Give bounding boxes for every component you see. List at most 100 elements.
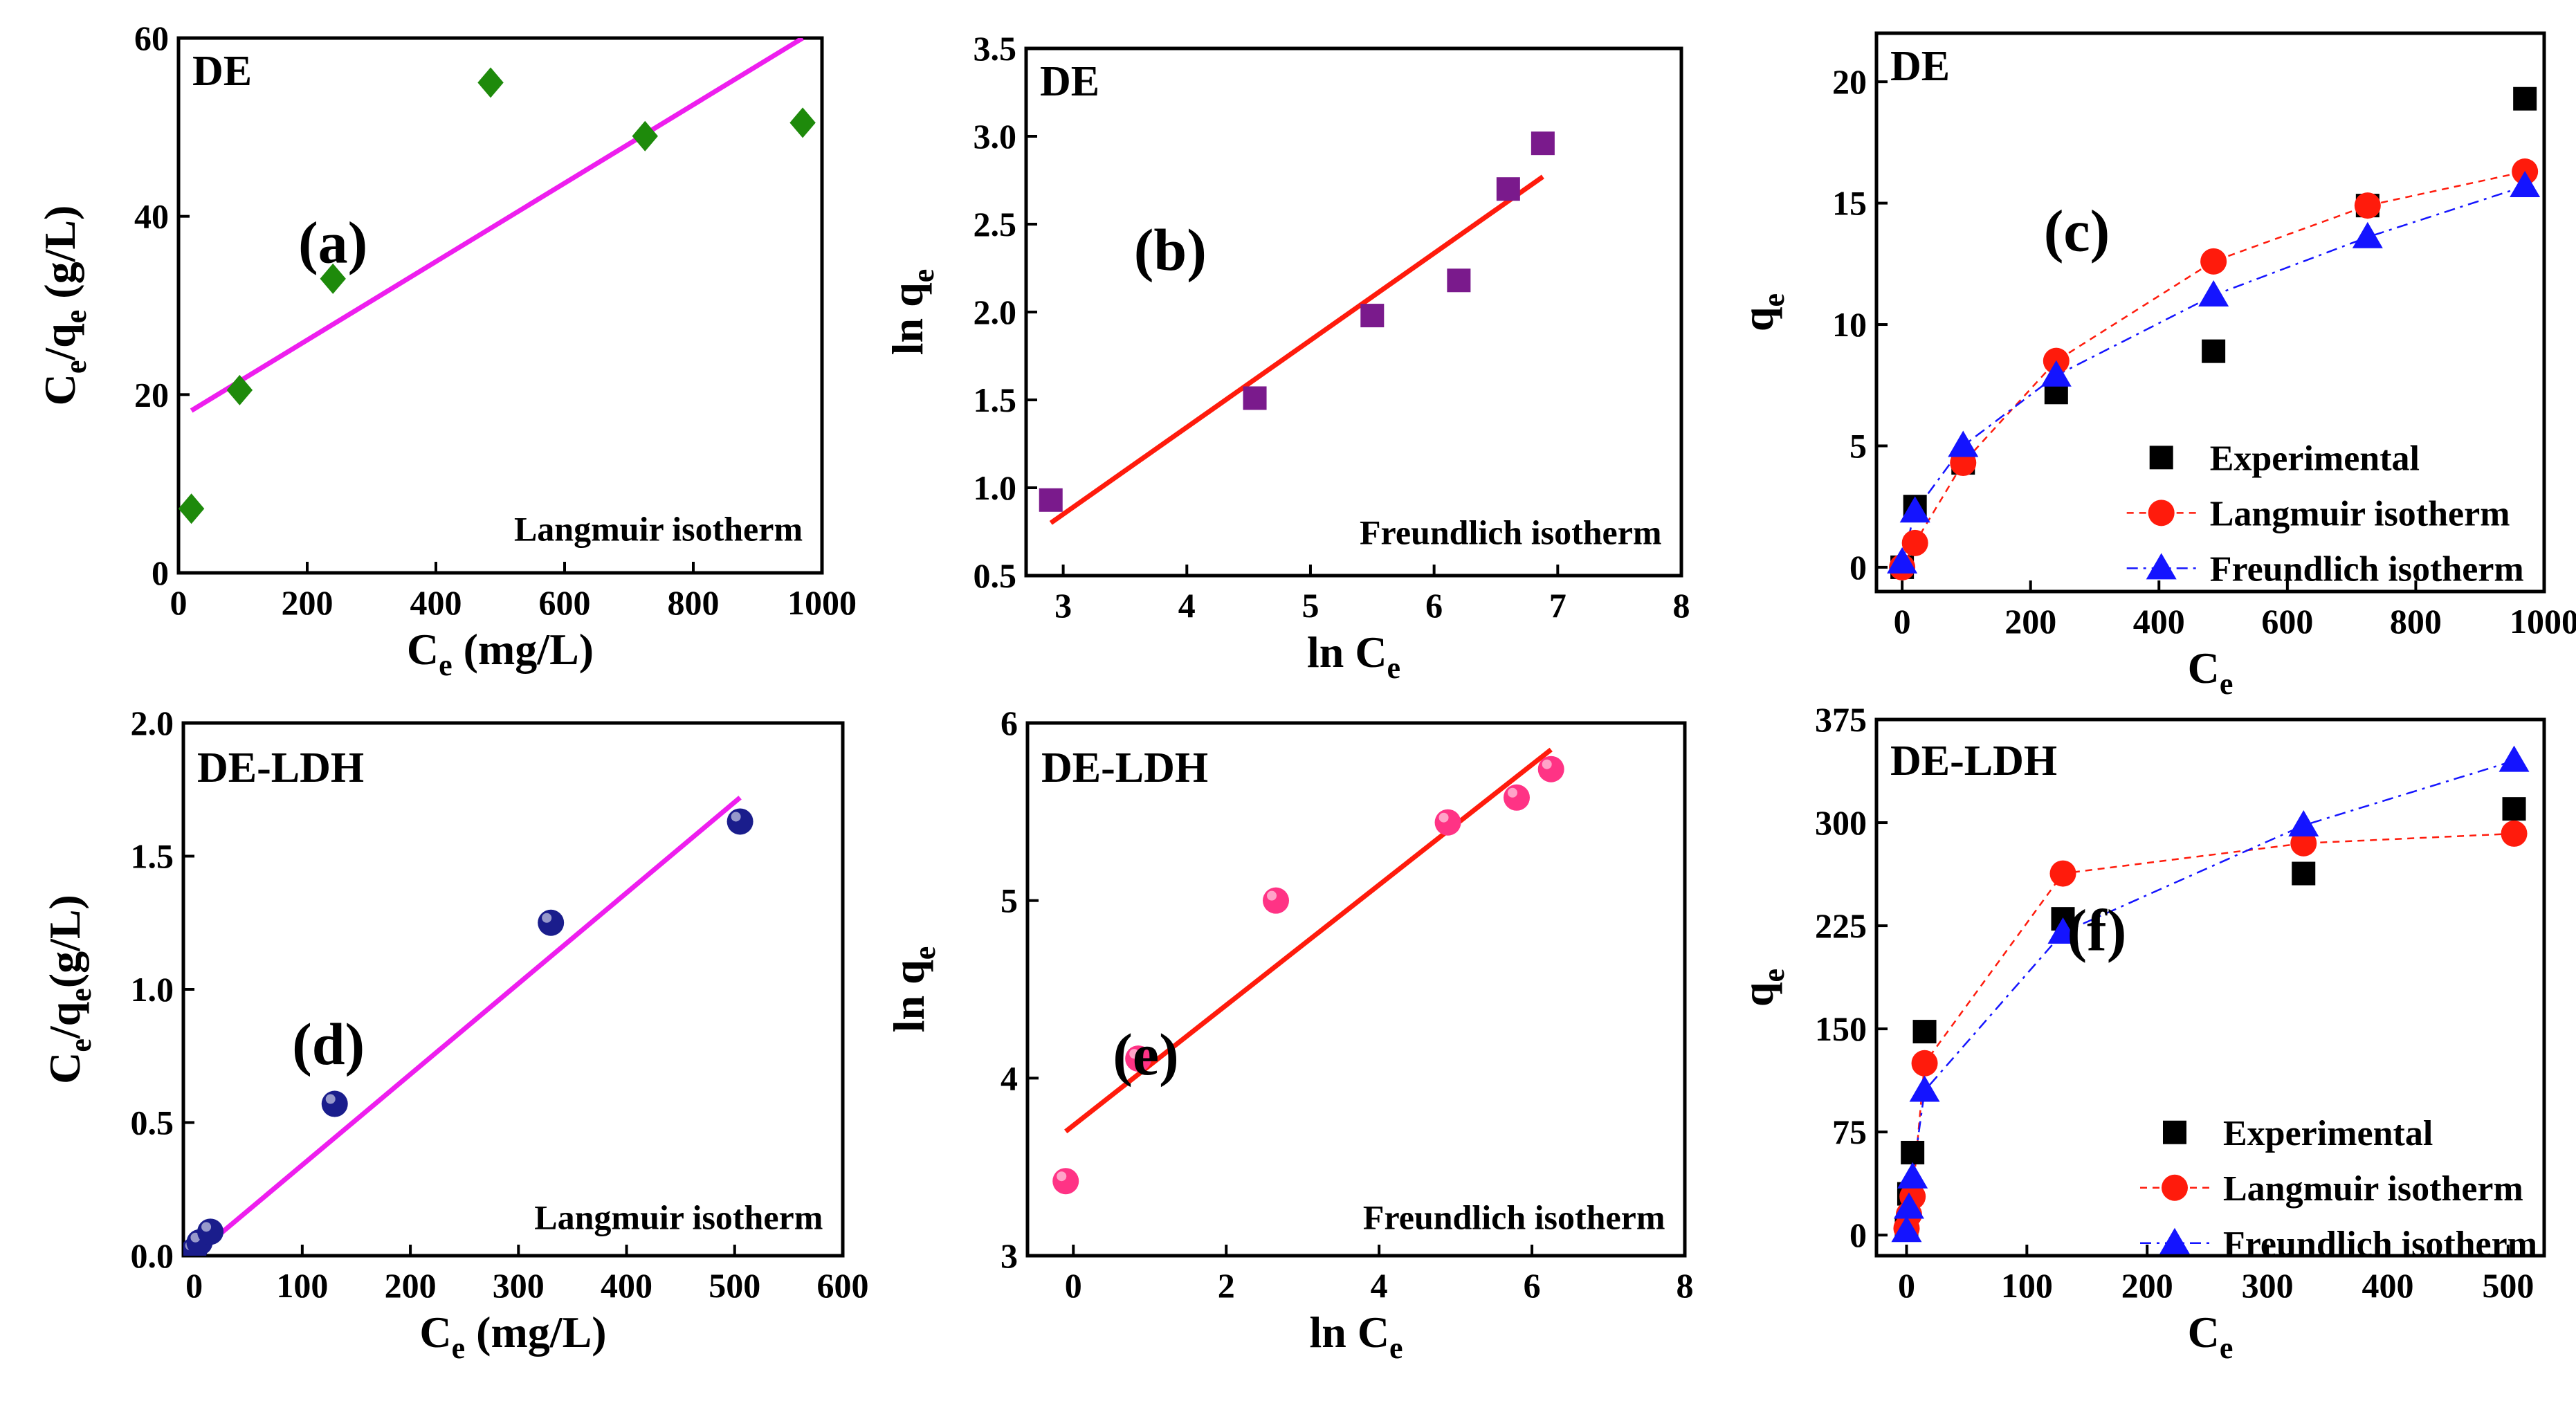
x-tick-label: 0 (1894, 602, 1911, 641)
series-point (1897, 1162, 1928, 1189)
data-point-highlight (1542, 759, 1552, 769)
y-tick-label: 4 (1001, 1059, 1018, 1097)
data-point (321, 1090, 348, 1117)
x-tick-label: 6 (1425, 586, 1443, 625)
x-tick-label: 500 (709, 1266, 760, 1305)
panel-letter: (a) (298, 210, 367, 276)
data-point (632, 120, 658, 152)
data-point-highlight (1129, 1049, 1140, 1059)
x-tick-label: 4 (1178, 586, 1196, 625)
isotherm-note: Langmuir isotherm (514, 510, 803, 549)
x-tick-label: 800 (2390, 602, 2442, 641)
x-tick-label: 0 (1898, 1266, 1915, 1305)
isotherm-note: Langmuir isotherm (534, 1198, 823, 1237)
plot-frame (1874, 31, 2546, 594)
x-tick-label: 400 (2133, 602, 2185, 641)
series-point (2202, 339, 2226, 363)
panel-tag: DE-LDH (1890, 738, 2057, 785)
panel-c: 0 200 400 600 800 1000 0 5 10 15 20 Ce qe Experimenta… (1733, 31, 2576, 701)
x-tick-label: 100 (276, 1266, 328, 1305)
fit-line (190, 38, 804, 413)
series-point (2290, 830, 2317, 857)
x-tick-label: 5 (1301, 586, 1319, 625)
series-point (2352, 221, 2383, 248)
data-layer (1887, 86, 2541, 580)
y-tick-label: 6 (1001, 704, 1018, 742)
data-point (1537, 756, 1564, 782)
x-axis-label: Ce (mg/L) (407, 625, 594, 682)
panel-tag: DE (1040, 58, 1099, 105)
legend-marker (2163, 1120, 2186, 1144)
x-tick-label: 600 (539, 583, 591, 622)
y-tick-label: 300 (1815, 803, 1867, 842)
x-axis-label: Ce (2188, 1308, 2234, 1365)
legend-label: Langmuir isotherm (2223, 1169, 2523, 1209)
x-tick-label: 600 (817, 1266, 869, 1305)
y-tick-label: 75 (1832, 1112, 1867, 1151)
data-point-highlight (1267, 890, 1277, 901)
y-tick-label: 40 (134, 197, 169, 236)
legend-marker (2162, 1174, 2188, 1201)
data-point-highlight (201, 1222, 212, 1232)
legend-marker (2159, 1227, 2190, 1254)
x-axis-label: Ce (mg/L) (419, 1308, 606, 1365)
panel-tag: DE (1890, 43, 1950, 90)
series-point (2501, 820, 2528, 847)
series-point (2200, 248, 2227, 275)
y-tick-label: 1.5 (974, 381, 1017, 419)
data-point (1263, 887, 1290, 914)
legend-marker (2149, 446, 2173, 470)
legend: Experimental Langmuir isotherm Freundlich … (2140, 1114, 2537, 1264)
y-tick-label: 20 (1832, 62, 1867, 101)
data-point (477, 67, 504, 98)
legend-label: Experimental (2223, 1114, 2433, 1153)
data-layer (183, 796, 753, 1256)
data-point (1052, 1168, 1079, 1195)
data-point (1039, 488, 1063, 512)
y-tick-label: 0 (152, 553, 169, 592)
y-axis-label: qe (1733, 969, 1791, 1007)
legend-marker (2148, 500, 2175, 526)
panel-tag: DE (192, 48, 252, 95)
y-tick-label: 20 (134, 375, 169, 414)
x-axis-label: Ce (2188, 643, 2234, 701)
data-point-highlight (325, 1094, 336, 1104)
y-tick-label: 150 (1815, 1009, 1867, 1048)
x-tick-label: 8 (1673, 586, 1690, 625)
data-point-highlight (542, 913, 552, 923)
y-tick-label: 0.0 (131, 1236, 174, 1275)
panel-letter: (c) (2044, 198, 2110, 264)
y-tick-label: 2.5 (974, 205, 1017, 244)
fit-line (1049, 174, 1544, 525)
isotherm-note: Freundlich isotherm (1363, 1198, 1665, 1237)
x-tick-label: 400 (410, 583, 462, 622)
series-point (2040, 360, 2072, 387)
x-tick-label: 100 (2001, 1266, 2053, 1305)
x-tick-label: 400 (601, 1266, 652, 1305)
data-point (1360, 304, 1385, 328)
series-point (2288, 810, 2319, 837)
y-tick-label: 0 (1849, 1216, 1867, 1254)
y-tick-label: 1.0 (131, 970, 174, 1009)
legend-label: Freundlich isotherm (2223, 1225, 2537, 1264)
y-tick-label: 2.0 (131, 704, 174, 742)
x-tick-label: 600 (2261, 602, 2313, 641)
series-point (1911, 1050, 1938, 1077)
x-tick-label: 4 (1371, 1266, 1388, 1305)
x-tick-label: 0 (185, 1266, 203, 1305)
y-tick-label: 375 (1815, 700, 1867, 739)
x-tick-label: 1000 (787, 583, 857, 622)
x-tick-label: 200 (385, 1266, 437, 1305)
panel-a: 0 200 400 600 800 1000 0 20 40 60 Ce (mg/L) Ce/qe (… (35, 19, 857, 682)
data-point (1503, 784, 1530, 811)
series-point (2292, 861, 2316, 886)
y-tick-label: 1.0 (974, 468, 1017, 507)
x-axis-label: ln Ce (1309, 1308, 1403, 1365)
data-layer (179, 38, 816, 524)
x-tick-label: 400 (2362, 1266, 2413, 1305)
x-tick-label: 200 (2121, 1266, 2173, 1305)
y-axis-label: ln qe (883, 269, 940, 356)
x-axis-label: ln Ce (1307, 628, 1400, 685)
series-point (2049, 860, 2076, 887)
y-tick-label: 0 (1849, 548, 1867, 587)
